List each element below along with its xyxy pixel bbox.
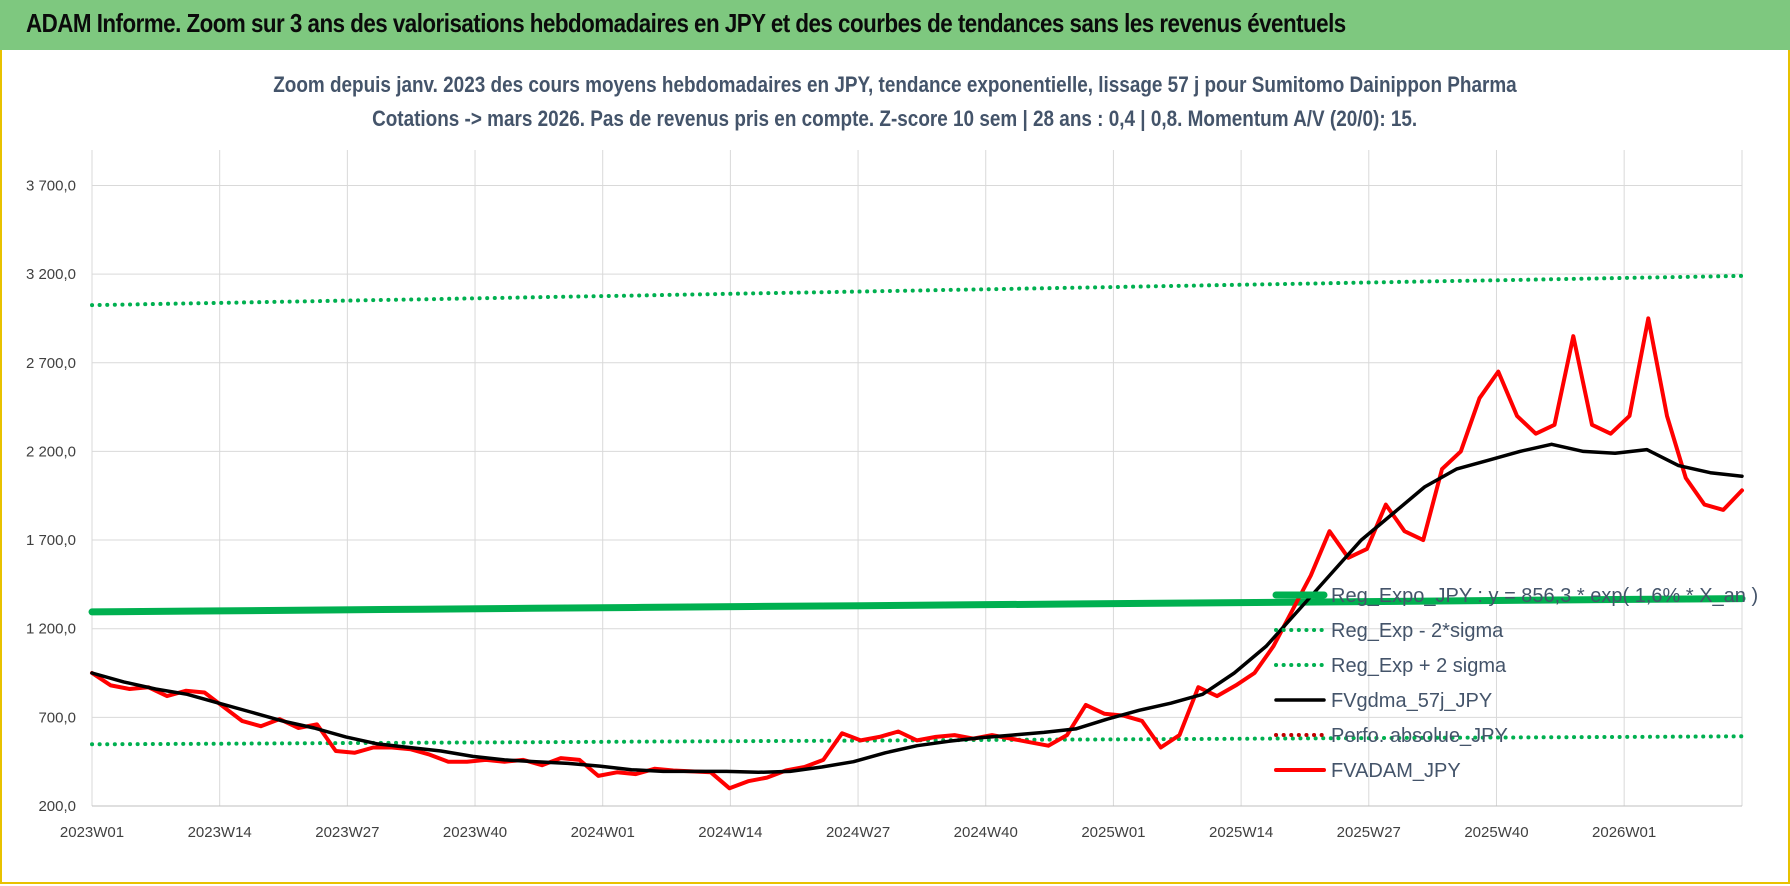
y-tick-label: 2 700,0	[26, 355, 76, 372]
x-tick-label: 2026W01	[1592, 824, 1656, 841]
y-tick-label: 1 200,0	[26, 621, 76, 638]
legend-label: Reg_Expo_JPY : y = 856,3 * exp( 1,6% * X…	[1331, 585, 1758, 607]
series-line	[90, 273, 1744, 308]
chart-title-text: Zoom depuis janv. 2023 des cours moyens …	[273, 72, 1517, 97]
y-tick-label: 3 200,0	[26, 266, 76, 283]
y-tick-label: 2 200,0	[26, 443, 76, 460]
legend-label: FVADAM_JPY	[1331, 760, 1461, 782]
y-tick-label: 200,0	[38, 798, 76, 815]
series-lines	[88, 273, 1746, 791]
x-tick-label: 2025W40	[1464, 824, 1528, 841]
x-tick-label: 2023W01	[60, 824, 124, 841]
x-tick-label: 2025W01	[1081, 824, 1145, 841]
x-tick-label: 2023W14	[188, 824, 252, 841]
chart-subtitle-text: Cotations -> mars 2026. Pas de revenus p…	[372, 106, 1418, 131]
y-tick-label: 3 700,0	[26, 177, 76, 194]
legend-label: FVgdma_57j_JPY	[1331, 690, 1492, 712]
x-tick-label: 2023W40	[443, 824, 507, 841]
chart-subtitle: Cotations -> mars 2026. Pas de revenus p…	[0, 106, 1790, 132]
series-line	[90, 442, 1744, 775]
y-tick-label: 700,0	[38, 709, 76, 726]
report-title: ADAM Informe. Zoom sur 3 ans des valoris…	[26, 8, 1346, 38]
chart-title: Zoom depuis janv. 2023 des cours moyens …	[0, 72, 1790, 98]
x-axis-ticks: 2023W01 2023W14 2023W27 2023W40 2024W01 2024W…	[60, 824, 1656, 841]
series-line	[88, 595, 1746, 616]
legend-label: Reg_Exp + 2 sigma	[1331, 655, 1507, 677]
legend: Reg_Expo_JPY : y = 856,3 * exp( 1,6% * X…	[1272, 585, 1758, 782]
x-tick-label: 2024W14	[698, 824, 762, 841]
x-tick-label: 2024W01	[571, 824, 635, 841]
legend-label: Perfo. absolue_JPY	[1331, 725, 1508, 747]
y-axis-ticks: 200,0 700,0 1 200,0 1 700,0 2 200,0 2 700,0 3 …	[26, 177, 76, 815]
series-line	[90, 316, 1744, 791]
x-tick-label: 2023W27	[315, 824, 379, 841]
x-tick-label: 2024W40	[954, 824, 1018, 841]
x-tick-label: 2025W27	[1337, 824, 1401, 841]
x-tick-label: 2025W14	[1209, 824, 1273, 841]
x-tick-label: 2024W27	[826, 824, 890, 841]
legend-label: Reg_Exp - 2*sigma	[1331, 620, 1504, 642]
grid-lines	[91, 150, 1743, 807]
header-banner: ADAM Informe. Zoom sur 3 ans des valoris…	[0, 0, 1790, 50]
y-tick-label: 1 700,0	[26, 532, 76, 549]
